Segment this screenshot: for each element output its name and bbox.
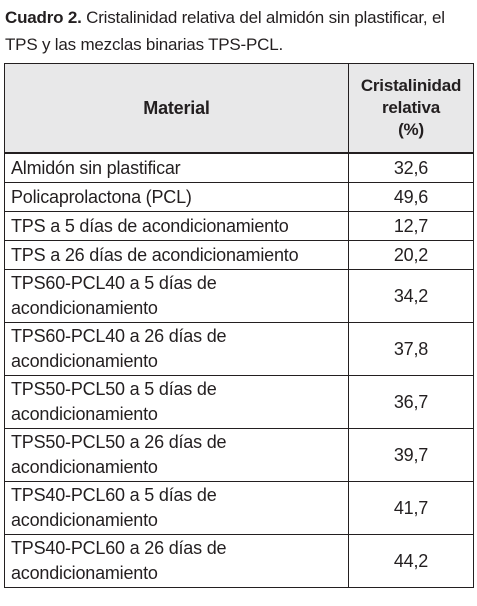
material-line1: TPS40-PCL60 a 26 días de: [11, 538, 227, 558]
crystallinity-value: 37,8: [348, 322, 474, 376]
table-row: TPS50-PCL50 a 5 días de acondicionamiento…: [4, 375, 474, 429]
header-crystallinity: Cristalinidad relativa (%): [348, 63, 474, 154]
material-line1: TPS40-PCL60 a 5 días de: [11, 485, 217, 505]
material-cell: TPS40-PCL60 a 5 días de acondicionamiento: [4, 481, 349, 535]
material-line2: acondicionamiento: [11, 457, 158, 477]
header-crystallinity-line3: (%): [398, 120, 424, 139]
crystallinity-value: 36,7: [348, 375, 474, 429]
crystallinity-value: 34,2: [348, 269, 474, 323]
table-row: TPS60-PCL40 a 26 días de acondicionamient…: [4, 322, 474, 376]
crystallinity-table: Material Cristalinidad relativa (%) Almi…: [4, 63, 474, 588]
material-line1: TPS50-PCL50 a 5 días de: [11, 379, 217, 399]
material-cell: TPS60-PCL40 a 5 días de acondicionamiento: [4, 269, 349, 323]
table-row: TPS a 5 días de acondicionamiento 12,7: [4, 211, 474, 241]
material-line2: acondicionamiento: [11, 563, 158, 583]
crystallinity-value: 20,2: [348, 240, 474, 270]
material-line1: TPS50-PCL50 a 26 días de: [11, 432, 227, 452]
table-caption: Cuadro 2. Cristalinidad relativa del alm…: [5, 4, 473, 58]
table-row: TPS50-PCL50 a 26 días de acondicionamient…: [4, 428, 474, 482]
material-cell: TPS a 5 días de acondicionamiento: [4, 211, 349, 241]
crystallinity-value: 49,6: [348, 182, 474, 212]
table-row: TPS60-PCL40 a 5 días de acondicionamiento…: [4, 269, 474, 323]
table-row: TPS40-PCL60 a 26 días de acondicionamient…: [4, 534, 474, 588]
material-cell: TPS a 26 días de acondicionamiento: [4, 240, 349, 270]
caption-text: Cristalinidad relativa del almidón sin p…: [5, 8, 445, 54]
material-cell: TPS60-PCL40 a 26 días de acondicionamient…: [4, 322, 349, 376]
header-material: Material: [4, 63, 349, 154]
crystallinity-value: 32,6: [348, 152, 474, 183]
material-line2: acondicionamiento: [11, 298, 158, 318]
crystallinity-value: 41,7: [348, 481, 474, 535]
material-line2: acondicionamiento: [11, 351, 158, 371]
header-crystallinity-line1: Cristalinidad: [360, 76, 462, 95]
material-cell: Policaprolactona (PCL): [4, 182, 349, 212]
caption-label: Cuadro 2.: [5, 8, 82, 27]
crystallinity-value: 12,7: [348, 211, 474, 241]
table-row: Almidón sin plastificar 32,6: [4, 152, 474, 183]
table-row: Policaprolactona (PCL) 49,6: [4, 182, 474, 212]
material-cell: TPS50-PCL50 a 5 días de acondicionamiento: [4, 375, 349, 429]
material-line2: acondicionamiento: [11, 404, 158, 424]
table-row: TPS a 26 días de acondicionamiento 20,2: [4, 240, 474, 270]
material-cell: TPS40-PCL60 a 26 días de acondicionamient…: [4, 534, 349, 588]
material-cell: TPS50-PCL50 a 26 días de acondicionamient…: [4, 428, 349, 482]
material-line2: acondicionamiento: [11, 510, 158, 530]
material-line1: TPS60-PCL40 a 5 días de: [11, 273, 217, 293]
table-row: TPS40-PCL60 a 5 días de acondicionamiento…: [4, 481, 474, 535]
crystallinity-value: 44,2: [348, 534, 474, 588]
material-cell: Almidón sin plastificar: [4, 152, 349, 183]
table-header-row: Material Cristalinidad relativa (%): [4, 63, 474, 154]
material-line1: TPS60-PCL40 a 26 días de: [11, 326, 227, 346]
header-crystallinity-line2: relativa: [382, 98, 440, 117]
crystallinity-value: 39,7: [348, 428, 474, 482]
